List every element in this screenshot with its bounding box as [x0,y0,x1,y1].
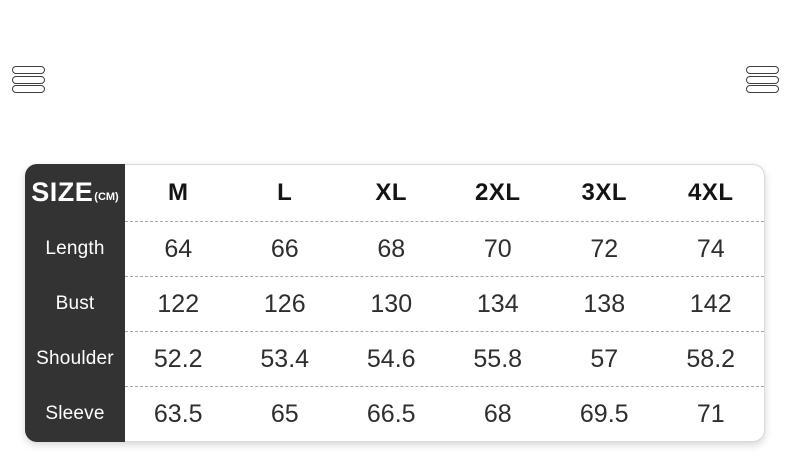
cell-value: 70 [483,234,512,263]
cell-value: 58.2 [686,344,736,373]
cell-value: 134 [476,289,519,318]
cell-value: 55.8 [473,344,523,373]
cell-value: 138 [583,289,626,318]
unit-label: (CM) [94,191,119,203]
line-bar [12,85,45,93]
table-row-sleeve: 63.5 65 66.5 68 69.5 71 [125,386,764,441]
column-header: M [168,179,189,206]
cell-value: 65 [270,399,299,428]
line-bar [746,66,779,74]
cell-value: 130 [370,289,413,318]
triple-lines-left-icon [12,66,45,93]
table-row-length: 64 66 68 70 72 74 [125,221,764,276]
row-label-length: Length [45,237,105,259]
cell-value: 63.5 [153,399,203,428]
cell-value: 66.5 [366,399,416,428]
cell-value: 122 [157,289,200,318]
cell-value: 68 [377,234,406,263]
table-row-shoulder: 52.2 53.4 54.6 55.8 57 58.2 [125,331,764,386]
row-label-bust: Bust [55,292,95,314]
cell-value: 126 [263,289,306,318]
column-header: 4XL [687,179,734,206]
column-header: L [277,179,293,206]
row-label-sleeve: Sleeve [45,403,105,425]
line-bar [12,66,45,74]
table-row-bust: 122 126 130 134 138 142 [125,276,764,331]
cell-value: 54.6 [366,344,416,373]
triple-lines-right-icon [746,66,779,93]
size-chart-corner: SIZE (CM) [25,164,125,221]
line-bar [746,75,779,84]
column-header: XL [375,179,408,206]
column-header: 2XL [474,179,521,206]
cell-value: 53.4 [260,344,310,373]
cell-value: 69.5 [579,399,629,428]
cell-value: 68 [483,399,512,428]
size-chart-body: M L XL 2XL 3XL 4XL 64 66 68 70 72 74 122… [125,164,765,442]
cell-value: 57 [590,344,619,373]
cell-value: 72 [590,234,619,263]
cell-value: 74 [696,234,725,263]
size-chart-sidebar: SIZE (CM) Length Bust Shoulder Sleeve [25,164,125,442]
cell-value: 71 [696,399,725,428]
size-chart-table: SIZE (CM) Length Bust Shoulder Sleeve M … [25,164,765,442]
cell-value: 142 [689,289,732,318]
cell-value: 66 [270,234,299,263]
column-header: 3XL [581,179,627,206]
line-bar [746,85,779,93]
size-title: SIZE [31,177,94,207]
cell-value: 64 [164,234,193,263]
cell-value: 52.2 [153,344,203,373]
row-label-shoulder: Shoulder [36,348,114,370]
line-bar [12,75,45,84]
header-row: M L XL 2XL 3XL 4XL [125,165,764,221]
